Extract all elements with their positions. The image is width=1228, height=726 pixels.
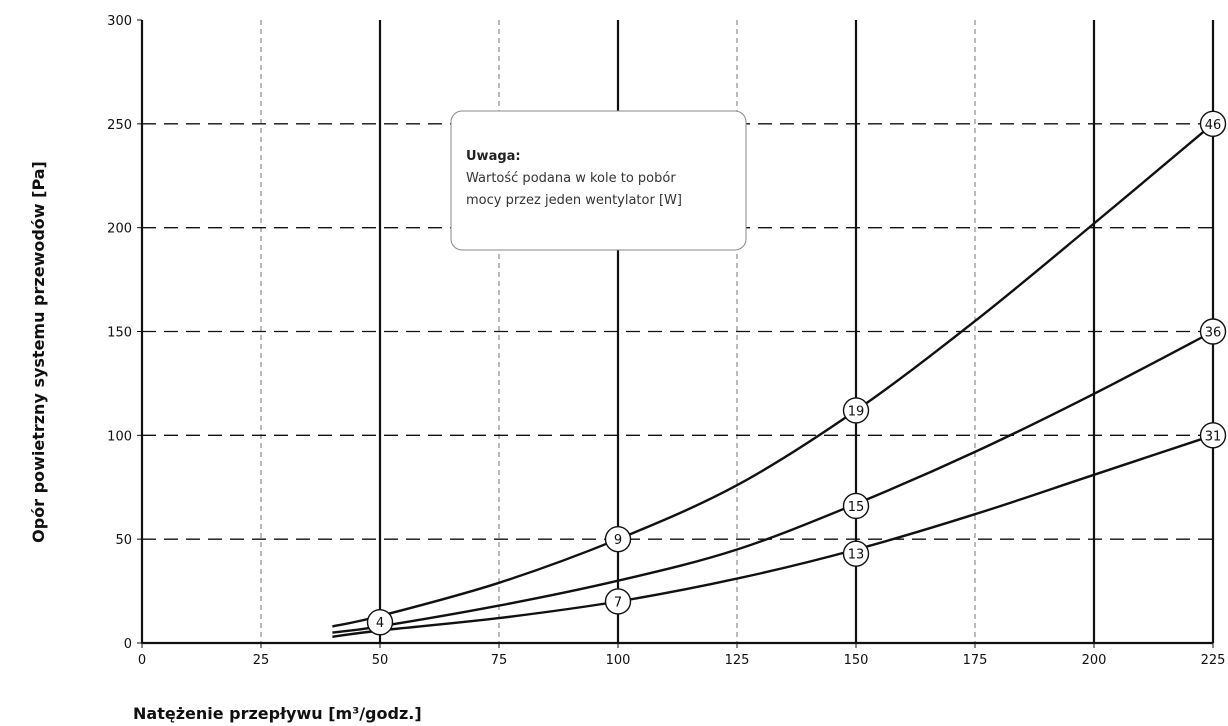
- power-marker: 36: [1199, 318, 1227, 345]
- power-marker: 9: [604, 525, 632, 553]
- power-marker-label: 7: [614, 595, 622, 610]
- x-tick-label: 125: [725, 653, 750, 668]
- series-line-upper: [332, 122, 1214, 628]
- power-marker-label: 9: [614, 533, 622, 548]
- note-box: Uwaga: Wartość podana w kole to pobór mo…: [450, 110, 747, 251]
- y-tick-label: 150: [107, 326, 132, 341]
- power-marker-label: 46: [1205, 118, 1222, 133]
- x-tick-label: 50: [372, 653, 389, 668]
- power-marker-label: 13: [848, 548, 865, 563]
- power-marker: 46: [1199, 110, 1227, 138]
- y-axis-title: Opór powietrzny systemu przewodów [Pa]: [29, 161, 48, 543]
- power-marker-circle: [604, 525, 632, 553]
- series-line-middle: [332, 330, 1214, 634]
- x-tick-label: 175: [963, 653, 988, 668]
- note-box-frame: [450, 110, 747, 251]
- x-axis-title: Natężenie przepływu [m³/godz.]: [133, 704, 422, 723]
- series-lines: [332, 122, 1214, 638]
- x-tick-label: 75: [491, 653, 508, 668]
- y-tick-label: 100: [107, 429, 132, 444]
- power-marker-label: 31: [1205, 429, 1222, 444]
- y-tick-label: 250: [107, 118, 132, 133]
- x-tick-label: 100: [606, 653, 631, 668]
- power-marker-circle: [366, 609, 394, 636]
- tick-labels: 0 25 50 75 100 125 150 175 200 225 0 50 100 150 200 250…: [107, 14, 1225, 668]
- x-tick-label: 0: [138, 653, 146, 668]
- power-marker-label: 19: [848, 404, 865, 419]
- power-marker-circle: [1199, 110, 1227, 138]
- power-marker-circle: [1199, 422, 1227, 449]
- power-marker-label: 15: [848, 500, 865, 515]
- power-marker: 31: [1199, 422, 1227, 449]
- power-marker-circle: [842, 492, 870, 520]
- x-tick-label: 150: [844, 653, 869, 668]
- power-marker: 13: [842, 540, 870, 567]
- x-tick-label: 200: [1082, 653, 1107, 668]
- power-marker-circle: [842, 540, 870, 567]
- power-marker: 19: [842, 397, 870, 424]
- y-tick-label: 50: [115, 533, 132, 548]
- y-tick-label: 200: [107, 222, 132, 237]
- power-marker-circle: [1199, 318, 1227, 345]
- power-marker-circle: [604, 588, 632, 615]
- note-line-1: Wartość podana w kole to pobór: [466, 171, 676, 186]
- x-tick-label: 25: [253, 653, 270, 668]
- series-line-lower: [332, 434, 1214, 638]
- y-tick-label: 0: [124, 637, 132, 652]
- power-marker: 4: [366, 609, 394, 636]
- power-marker: 15: [842, 492, 870, 520]
- power-marker-label: 36: [1205, 326, 1222, 341]
- power-markers: 4 9 7 19 15 13 46 36 31: [366, 110, 1227, 636]
- note-line-2: mocy przez jeden wentylator [W]: [466, 193, 682, 208]
- x-tick-label: 225: [1201, 653, 1226, 668]
- power-marker: 7: [604, 588, 632, 615]
- note-title: Uwaga:: [466, 149, 521, 164]
- power-marker-label: 4: [376, 616, 384, 631]
- power-marker-circle: [842, 397, 870, 424]
- y-tick-label: 300: [107, 14, 132, 29]
